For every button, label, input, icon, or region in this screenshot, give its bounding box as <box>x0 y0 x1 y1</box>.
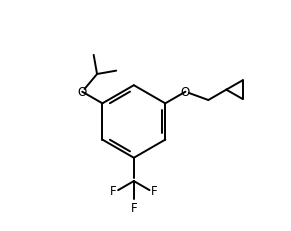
Text: O: O <box>181 86 190 99</box>
Text: F: F <box>151 184 157 197</box>
Text: F: F <box>110 184 117 197</box>
Text: O: O <box>78 86 87 99</box>
Text: F: F <box>131 201 137 214</box>
